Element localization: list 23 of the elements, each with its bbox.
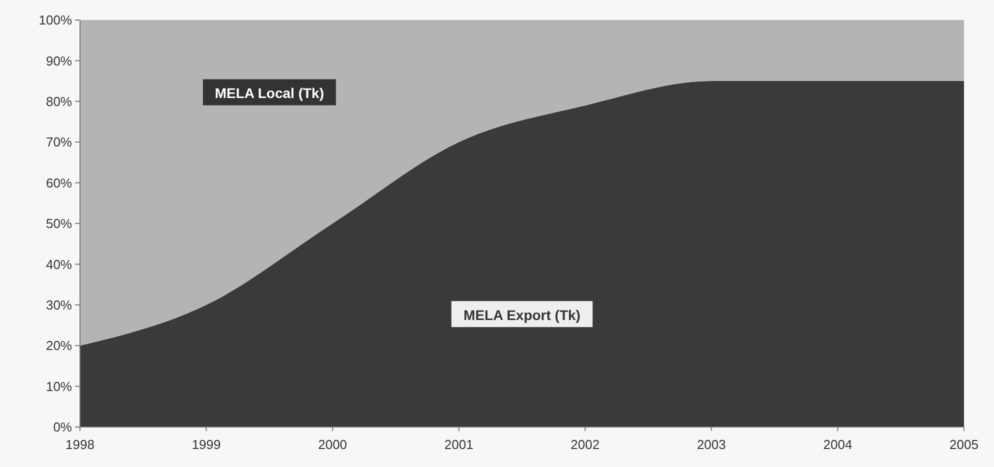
x-tick-label: 2004: [823, 437, 852, 452]
y-tick-label: 40%: [46, 256, 72, 272]
y-tick-label: 20%: [46, 338, 72, 354]
x-tick-label: 1998: [66, 437, 94, 452]
x-tick-label: 2003: [696, 437, 726, 452]
label-box: MELA Export (Tk): [451, 301, 593, 328]
y-tick-label: 70%: [46, 134, 72, 150]
series-label: MELA Export (Tk): [464, 306, 580, 323]
y-tick-label: 0%: [53, 420, 72, 435]
x-tick-label: 2000: [318, 437, 348, 452]
y-tick-label: 80%: [46, 94, 72, 109]
x-tick-label: 2002: [570, 437, 600, 452]
x-tick-label: 1999: [192, 437, 221, 452]
y-tick-label: 60%: [46, 175, 72, 190]
y-tick-label: 30%: [46, 297, 72, 312]
y-tick-label: 90%: [46, 53, 72, 68]
series-label: MELA Local (Tk): [214, 85, 324, 102]
label-box: MELA Local (Tk): [202, 79, 336, 106]
y-tick-label: 10%: [46, 378, 72, 394]
x-tick-label: 2005: [950, 437, 978, 452]
y-tick-label: 50%: [46, 216, 72, 232]
y-tick-label: 100%: [38, 12, 72, 28]
x-tick-label: 2001: [444, 437, 474, 452]
